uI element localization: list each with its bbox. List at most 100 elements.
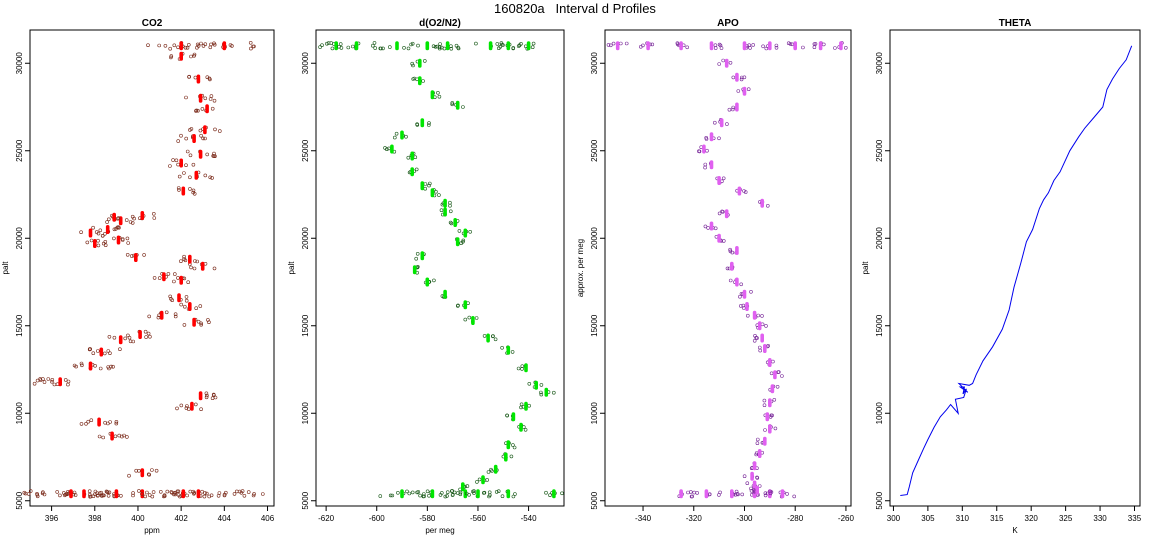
- scatter-mark: [42, 380, 47, 384]
- data-point: [88, 489, 147, 499]
- scatter-mark: [812, 45, 817, 50]
- scatter-mark: [450, 492, 455, 497]
- scatter-mark: [88, 228, 93, 238]
- chart-title: THETA: [999, 18, 1032, 29]
- scatter-mark: [206, 318, 210, 322]
- scatter-mark: [516, 366, 521, 371]
- x-tick-label: 402: [174, 514, 188, 523]
- scatter-mark: [742, 189, 746, 193]
- scatter-mark: [443, 494, 448, 499]
- scatter-mark: [707, 492, 712, 497]
- scatter-mark: [208, 97, 213, 101]
- y-axis-label: palt: [1, 261, 10, 275]
- scatter-mark: [458, 492, 463, 497]
- scatter-mark: [146, 472, 151, 477]
- scatter-mark: [713, 46, 718, 50]
- scatter-mark: [390, 144, 394, 154]
- scatter-mark: [739, 75, 744, 80]
- scatter-mark: [786, 41, 791, 46]
- scatter-mark: [755, 441, 760, 446]
- scatter-mark: [86, 419, 90, 424]
- data-point: [486, 464, 499, 474]
- scatter-mark: [213, 127, 217, 132]
- chart-title: d(O2/N2): [419, 18, 461, 29]
- data-point: [757, 343, 771, 353]
- x-tick-label: 310: [956, 514, 970, 523]
- data-point: [198, 391, 218, 401]
- scatter-mark: [472, 489, 476, 493]
- data-point: [712, 118, 729, 128]
- scatter-mark: [350, 44, 355, 49]
- y-tick-label: 15000: [15, 314, 24, 337]
- data-point: [703, 160, 714, 170]
- x-tick-label: 396: [45, 514, 59, 523]
- scatter-mark: [50, 379, 54, 384]
- scatter-mark: [194, 108, 199, 113]
- scatter-mark: [187, 42, 191, 47]
- scatter-mark: [739, 77, 744, 82]
- scatter-mark: [420, 181, 425, 191]
- scatter-mark: [123, 336, 127, 341]
- scatter-mark: [526, 41, 531, 51]
- scatter-mark: [718, 490, 722, 495]
- scatter-mark: [97, 434, 102, 439]
- scatter-mark: [430, 188, 435, 198]
- scatter-mark: [534, 380, 538, 390]
- scatter-mark: [519, 422, 523, 432]
- scatter-mark: [115, 216, 120, 221]
- x-tick-label: 400: [131, 514, 145, 523]
- scatter-mark: [212, 266, 217, 271]
- x-tick-label: -260: [838, 514, 855, 523]
- scatter-mark: [487, 494, 491, 499]
- data-point: [72, 361, 115, 371]
- scatter-mark: [762, 398, 767, 403]
- x-tick-label: 330: [1093, 514, 1107, 523]
- scatter-mark: [100, 234, 105, 238]
- data-point: [482, 333, 498, 343]
- scatter-mark: [511, 412, 516, 422]
- scatter-mark: [146, 331, 151, 336]
- scatter-mark: [751, 43, 756, 47]
- scatter-mark: [194, 306, 198, 311]
- scatter-mark: [437, 46, 442, 51]
- scatter-mark: [65, 492, 69, 497]
- scatter-mark: [66, 379, 71, 384]
- scatter-mark: [461, 238, 466, 243]
- scatter-mark: [98, 366, 103, 371]
- scatter-mark: [191, 190, 195, 195]
- scatter-mark: [646, 41, 650, 51]
- scatter-mark: [199, 407, 203, 412]
- scatter-mark: [717, 42, 722, 47]
- scatter-mark: [128, 220, 133, 224]
- scatter-mark: [32, 381, 37, 386]
- scatter-mark: [472, 491, 476, 495]
- y-tick-label: 5000: [590, 491, 599, 509]
- data-point: [505, 412, 516, 422]
- scatter-mark: [414, 167, 419, 172]
- y-tick-label: 20000: [590, 227, 599, 250]
- scatter-mark: [754, 452, 759, 457]
- scatter-mark: [461, 105, 465, 109]
- scatter-mark: [552, 489, 556, 499]
- scatter-mark: [182, 171, 186, 175]
- scatter-mark: [124, 218, 129, 222]
- scatter-mark: [512, 445, 517, 450]
- scatter-mark: [400, 489, 404, 499]
- scatter-mark: [421, 79, 425, 83]
- scatter-mark: [79, 361, 84, 366]
- scatter-mark: [487, 490, 492, 495]
- scatter-mark: [738, 304, 743, 308]
- scatter-mark: [742, 289, 747, 299]
- scatter-mark: [195, 45, 199, 50]
- scatter-mark: [166, 272, 171, 276]
- scatter-mark: [114, 421, 119, 426]
- scatter-mark: [763, 428, 767, 432]
- data-point: [463, 315, 479, 325]
- chart-panel: CO2 396 398 400 402 404 406 5000 10000 15000 20000…: [1, 18, 275, 535]
- scatter-mark: [232, 492, 237, 496]
- scatter-mark: [793, 41, 797, 51]
- scatter-mark: [425, 277, 430, 287]
- y-tick-label: 25000: [590, 139, 599, 162]
- scatter-mark: [140, 489, 145, 499]
- scatter-mark: [394, 131, 399, 136]
